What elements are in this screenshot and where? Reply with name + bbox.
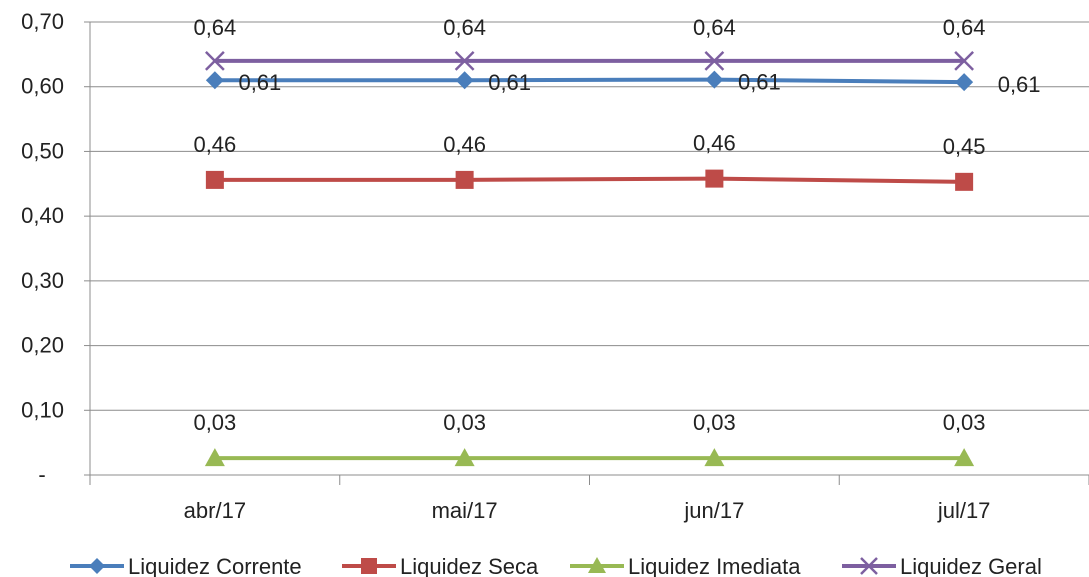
- data-point-x: [704, 50, 725, 71]
- data-point-square: [361, 558, 377, 574]
- data-point-diamond: [205, 71, 224, 90]
- data-labels: 0,61 0,61 0,61 0,61 0,46 0,46 0,46 0,45 0,03 0,03…: [193, 15, 1040, 435]
- series-liquidez-imediata: [204, 448, 975, 467]
- legend-label: Liquidez Geral: [900, 554, 1042, 577]
- data-point-square: [705, 169, 724, 188]
- y-tick-label: -: [38, 462, 45, 487]
- legend-item: Liquidez Geral: [842, 554, 1042, 577]
- data-label: 0,64: [443, 15, 486, 40]
- plot-area: [204, 50, 975, 467]
- y-tick-label: 0,30: [21, 268, 64, 293]
- legend: Liquidez Corrente Liquidez Seca Liquidez I…: [70, 554, 1042, 577]
- y-axis: - 0,10 0,20 0,30 0,40 0,50 0,60 0,70: [21, 9, 91, 487]
- data-point-triangle: [204, 448, 225, 467]
- data-point-diamond: [455, 71, 474, 90]
- data-point-square: [205, 170, 224, 189]
- data-point-triangle: [588, 557, 606, 573]
- data-point-square: [955, 172, 974, 191]
- data-point-x: [860, 557, 878, 575]
- data-label: 0,61: [998, 72, 1041, 97]
- data-point-square: [455, 170, 474, 189]
- x-tick-label: mai/17: [432, 498, 498, 523]
- data-label: 0,03: [193, 410, 236, 435]
- legend-label: Liquidez Corrente: [128, 554, 302, 577]
- x-tick-label: jun/17: [683, 498, 744, 523]
- data-point-diamond: [705, 70, 724, 89]
- y-tick-label: 0,70: [21, 9, 64, 34]
- legend-label: Liquidez Seca: [400, 554, 539, 577]
- data-point-diamond: [89, 558, 105, 574]
- data-point-x: [454, 50, 475, 71]
- legend-item: Liquidez Corrente: [70, 554, 302, 577]
- series-line: [214, 77, 965, 85]
- legend-item: Liquidez Imediata: [570, 554, 801, 577]
- series-liquidez-seca: [205, 169, 974, 191]
- data-label: 0,03: [943, 410, 986, 435]
- data-label: 0,46: [693, 131, 736, 156]
- data-label: 0,61: [488, 70, 531, 95]
- data-point-x: [204, 50, 225, 71]
- data-label: 0,03: [443, 410, 486, 435]
- data-label: 0,61: [738, 70, 781, 95]
- data-label: 0,64: [193, 15, 236, 40]
- data-point-diamond: [955, 73, 974, 92]
- data-point-triangle: [454, 448, 475, 467]
- data-point-x: [954, 50, 975, 71]
- series-liquidez-corrente: [205, 70, 974, 92]
- series-liquidez-geral: [204, 50, 975, 71]
- x-tick-label: abr/17: [184, 498, 246, 523]
- y-tick-label: 0,20: [21, 333, 64, 358]
- y-tick-label: 0,40: [21, 203, 64, 228]
- data-label: 0,03: [693, 410, 736, 435]
- x-axis: abr/17 mai/17 jun/17 jul/17: [89, 474, 1089, 523]
- data-label: 0,46: [443, 132, 486, 157]
- y-tick-label: 0,50: [21, 138, 64, 163]
- data-label: 0,46: [193, 132, 236, 157]
- data-label: 0,64: [693, 15, 736, 40]
- series-line: [214, 176, 965, 184]
- y-tick-label: 0,60: [21, 74, 64, 99]
- data-point-triangle: [704, 448, 725, 467]
- data-point-triangle: [954, 448, 975, 467]
- x-tick-label: jul/17: [937, 498, 991, 523]
- legend-item: Liquidez Seca: [342, 554, 539, 577]
- data-label: 0,61: [238, 70, 281, 95]
- data-label: 0,45: [943, 134, 986, 159]
- legend-label: Liquidez Imediata: [628, 554, 801, 577]
- data-label: 0,64: [943, 15, 986, 40]
- grid-lines: [90, 21, 1089, 411]
- y-tick-label: 0,10: [21, 397, 64, 422]
